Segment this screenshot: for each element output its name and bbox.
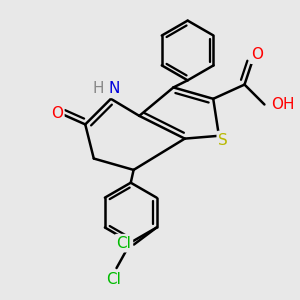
Text: H: H [92, 81, 104, 96]
Text: N: N [108, 81, 119, 96]
Text: Cl: Cl [106, 272, 121, 287]
Text: OH: OH [272, 97, 295, 112]
Text: Cl: Cl [116, 236, 131, 250]
Text: O: O [51, 106, 63, 121]
Text: S: S [218, 133, 228, 148]
Text: O: O [251, 47, 263, 62]
